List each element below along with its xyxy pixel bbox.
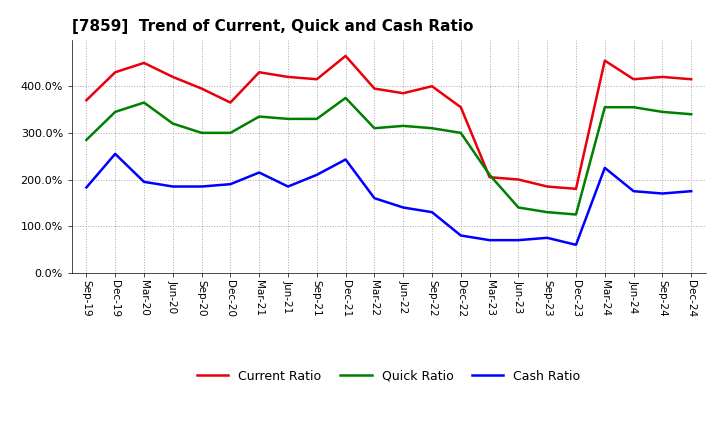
Current Ratio	[399, 91, 408, 96]
Cash Ratio	[140, 179, 148, 184]
Cash Ratio	[399, 205, 408, 210]
Quick Ratio	[111, 109, 120, 114]
Cash Ratio	[197, 184, 206, 189]
Quick Ratio	[658, 109, 667, 114]
Quick Ratio	[168, 121, 177, 126]
Current Ratio	[629, 77, 638, 82]
Quick Ratio	[82, 137, 91, 143]
Current Ratio	[572, 186, 580, 191]
Quick Ratio	[341, 95, 350, 100]
Quick Ratio	[226, 130, 235, 136]
Legend: Current Ratio, Quick Ratio, Cash Ratio: Current Ratio, Quick Ratio, Cash Ratio	[192, 365, 585, 388]
Current Ratio	[687, 77, 696, 82]
Current Ratio	[255, 70, 264, 75]
Cash Ratio	[111, 151, 120, 157]
Current Ratio	[456, 105, 465, 110]
Quick Ratio	[140, 100, 148, 105]
Current Ratio	[284, 74, 292, 80]
Cash Ratio	[485, 238, 494, 243]
Current Ratio	[341, 53, 350, 59]
Quick Ratio	[572, 212, 580, 217]
Cash Ratio	[255, 170, 264, 175]
Line: Quick Ratio: Quick Ratio	[86, 98, 691, 214]
Quick Ratio	[399, 123, 408, 128]
Current Ratio	[428, 84, 436, 89]
Current Ratio	[370, 86, 379, 91]
Quick Ratio	[197, 130, 206, 136]
Line: Current Ratio: Current Ratio	[86, 56, 691, 189]
Cash Ratio	[226, 182, 235, 187]
Current Ratio	[111, 70, 120, 75]
Quick Ratio	[370, 125, 379, 131]
Cash Ratio	[572, 242, 580, 247]
Quick Ratio	[543, 209, 552, 215]
Cash Ratio	[312, 172, 321, 177]
Quick Ratio	[485, 172, 494, 177]
Quick Ratio	[600, 105, 609, 110]
Current Ratio	[600, 58, 609, 63]
Cash Ratio	[428, 209, 436, 215]
Current Ratio	[140, 60, 148, 66]
Quick Ratio	[428, 125, 436, 131]
Quick Ratio	[284, 116, 292, 121]
Current Ratio	[197, 86, 206, 91]
Current Ratio	[485, 175, 494, 180]
Cash Ratio	[82, 185, 91, 190]
Cash Ratio	[658, 191, 667, 196]
Cash Ratio	[341, 157, 350, 162]
Line: Cash Ratio: Cash Ratio	[86, 154, 691, 245]
Cash Ratio	[168, 184, 177, 189]
Quick Ratio	[312, 116, 321, 121]
Quick Ratio	[687, 112, 696, 117]
Current Ratio	[514, 177, 523, 182]
Text: [7859]  Trend of Current, Quick and Cash Ratio: [7859] Trend of Current, Quick and Cash …	[72, 19, 473, 34]
Cash Ratio	[456, 233, 465, 238]
Quick Ratio	[514, 205, 523, 210]
Cash Ratio	[514, 238, 523, 243]
Cash Ratio	[370, 195, 379, 201]
Quick Ratio	[255, 114, 264, 119]
Quick Ratio	[456, 130, 465, 136]
Current Ratio	[226, 100, 235, 105]
Cash Ratio	[600, 165, 609, 170]
Cash Ratio	[284, 184, 292, 189]
Cash Ratio	[543, 235, 552, 240]
Current Ratio	[658, 74, 667, 80]
Quick Ratio	[629, 105, 638, 110]
Current Ratio	[82, 98, 91, 103]
Current Ratio	[543, 184, 552, 189]
Cash Ratio	[629, 188, 638, 194]
Current Ratio	[168, 74, 177, 80]
Current Ratio	[312, 77, 321, 82]
Cash Ratio	[687, 188, 696, 194]
